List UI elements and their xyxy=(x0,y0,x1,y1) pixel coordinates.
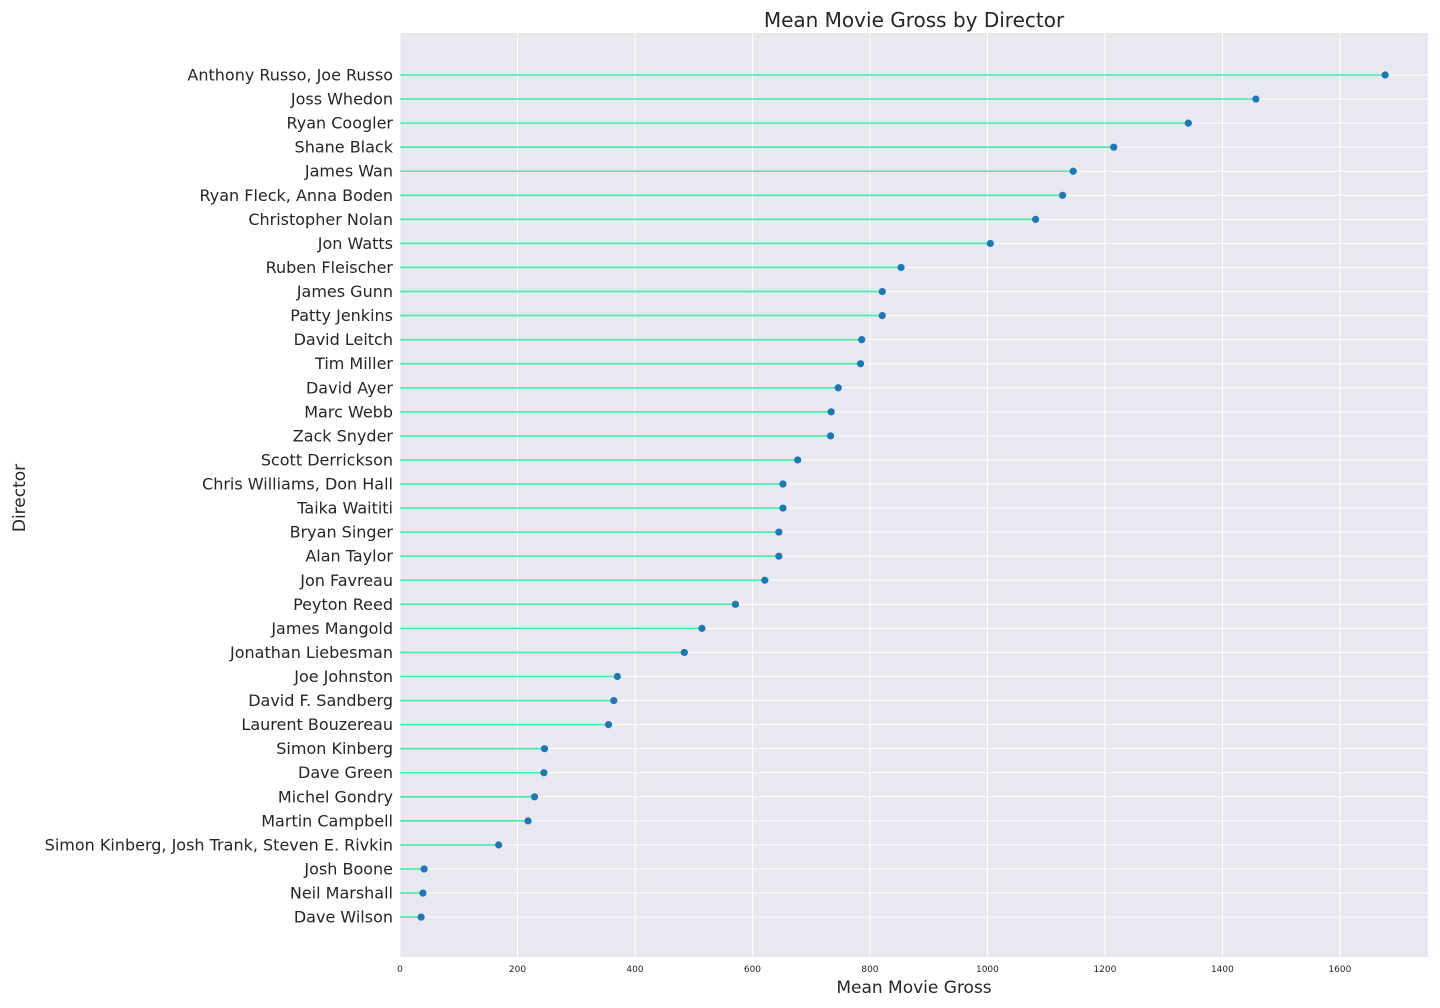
x-tick-label: 200 xyxy=(509,965,526,975)
lollipop-marker xyxy=(613,672,621,681)
y-tick-label: Peyton Reed xyxy=(293,595,393,614)
x-axis-label: Mean Movie Gross xyxy=(836,978,991,998)
y-tick-label: Martin Campbell xyxy=(261,811,393,830)
lollipop-marker xyxy=(986,239,994,248)
lollipop-marker xyxy=(495,841,503,849)
x-tick-label: 400 xyxy=(626,965,643,975)
y-tick-label: Ryan Coogler xyxy=(286,114,393,133)
lollipop-marker xyxy=(775,528,783,536)
y-tick-label: Scott Derrickson xyxy=(261,450,393,469)
lollipop-marker xyxy=(827,408,835,416)
y-tick-label: Bryan Singer xyxy=(290,523,394,542)
lollipop-marker xyxy=(540,745,549,753)
y-tick-label: Josh Boone xyxy=(303,859,393,878)
x-tick-label: 1400 xyxy=(1211,965,1234,975)
x-tick-label: 1200 xyxy=(1093,965,1116,975)
lollipop-marker xyxy=(1059,191,1067,199)
y-tick-label: Dave Wilson xyxy=(294,908,393,927)
y-tick-label: Simon Kinberg xyxy=(276,739,393,758)
lollipop-marker xyxy=(524,817,532,825)
lollipop-marker xyxy=(779,480,787,488)
lollipop-marker xyxy=(731,600,740,608)
y-axis-label: Director xyxy=(10,464,30,532)
x-tick-label: 0 xyxy=(397,965,403,975)
y-tick-label: Ruben Fleischer xyxy=(266,258,394,277)
lollipop-marker xyxy=(856,360,865,368)
y-tick-label: James Gunn xyxy=(296,282,393,301)
lollipop-marker xyxy=(419,889,427,897)
y-tick-label: Chris Williams, Don Hall xyxy=(202,475,393,494)
lollipop-marker xyxy=(530,793,539,801)
x-tick-label: 1600 xyxy=(1328,965,1351,975)
lollipop-marker xyxy=(878,312,886,320)
lollipop-marker xyxy=(897,263,905,272)
lollipop-marker xyxy=(698,624,706,632)
chart-title: Mean Movie Gross by Director xyxy=(764,8,1065,32)
y-tick-label: Laurent Bouzereau xyxy=(241,715,393,734)
y-tick-label: Ryan Fleck, Anna Boden xyxy=(200,186,394,205)
y-tick-label: James Wan xyxy=(304,162,393,181)
plot-area xyxy=(400,33,1428,957)
y-tick-label: James Mangold xyxy=(270,619,393,638)
y-tick-label: Marc Webb xyxy=(304,402,393,421)
lollipop-marker xyxy=(540,769,548,777)
lollipop-marker xyxy=(826,432,835,440)
x-tick-labels: 0 200 400 600 800 1000 1200 1400 1600 xyxy=(397,965,1351,975)
lollipop-marker xyxy=(420,865,428,873)
y-tick-label: Neil Marshall xyxy=(290,884,393,903)
lollipop-marker xyxy=(775,552,783,560)
lollipop-marker xyxy=(858,336,866,344)
lollipop-marker xyxy=(1184,119,1192,127)
x-tick-label: 1000 xyxy=(976,965,999,975)
data-marks xyxy=(400,71,1389,921)
x-tick-label: 800 xyxy=(861,965,878,975)
lollipop-marker xyxy=(680,648,688,657)
y-tick-label: Taika Waititi xyxy=(296,499,393,518)
y-tick-labels: Anthony Russo, Joe Russo Joss Whedon Ryan … xyxy=(45,66,394,927)
y-tick-label: Christopher Nolan xyxy=(248,210,393,229)
lollipop-marker xyxy=(604,721,613,729)
y-tick-label: Tim Miller xyxy=(314,354,393,373)
y-tick-label: David F. Sandberg xyxy=(248,691,393,710)
y-tick-label: Michel Gondry xyxy=(278,787,393,806)
lollipop-marker xyxy=(1381,71,1389,79)
y-tick-label: Patty Jenkins xyxy=(290,306,393,325)
y-tick-label: Joe Johnston xyxy=(293,667,393,686)
lollipop-marker xyxy=(794,456,802,464)
lollipop-marker xyxy=(761,576,769,584)
y-tick-label: Alan Taylor xyxy=(305,547,393,566)
lollipop-marker xyxy=(610,696,618,705)
y-tick-label: David Leitch xyxy=(294,330,393,349)
lollipop-marker xyxy=(1031,215,1040,223)
lollipop-marker xyxy=(417,913,425,921)
x-tick-label: 600 xyxy=(744,965,761,975)
lollipop-marker xyxy=(1252,95,1260,103)
y-tick-label: Simon Kinberg, Josh Trank, Steven E. Riv… xyxy=(45,835,393,854)
y-tick-label: Jon Watts xyxy=(317,234,393,253)
lollipop-marker xyxy=(834,384,842,392)
y-tick-label: Anthony Russo, Joe Russo xyxy=(187,66,393,85)
lollipop-marker xyxy=(779,504,787,512)
y-tick-label: Zack Snyder xyxy=(293,426,394,445)
y-tick-label: Shane Black xyxy=(295,138,394,157)
lollipop-marker xyxy=(1110,143,1118,151)
lollipop-marker xyxy=(1069,167,1077,175)
y-tick-label: David Ayer xyxy=(306,378,393,397)
y-tick-label: Dave Green xyxy=(298,763,393,782)
y-tick-label: Jonathan Liebesman xyxy=(229,643,393,662)
lollipop-marker xyxy=(878,287,886,296)
y-tick-label: Joss Whedon xyxy=(290,90,393,109)
y-tick-label: Jon Favreau xyxy=(299,571,393,590)
